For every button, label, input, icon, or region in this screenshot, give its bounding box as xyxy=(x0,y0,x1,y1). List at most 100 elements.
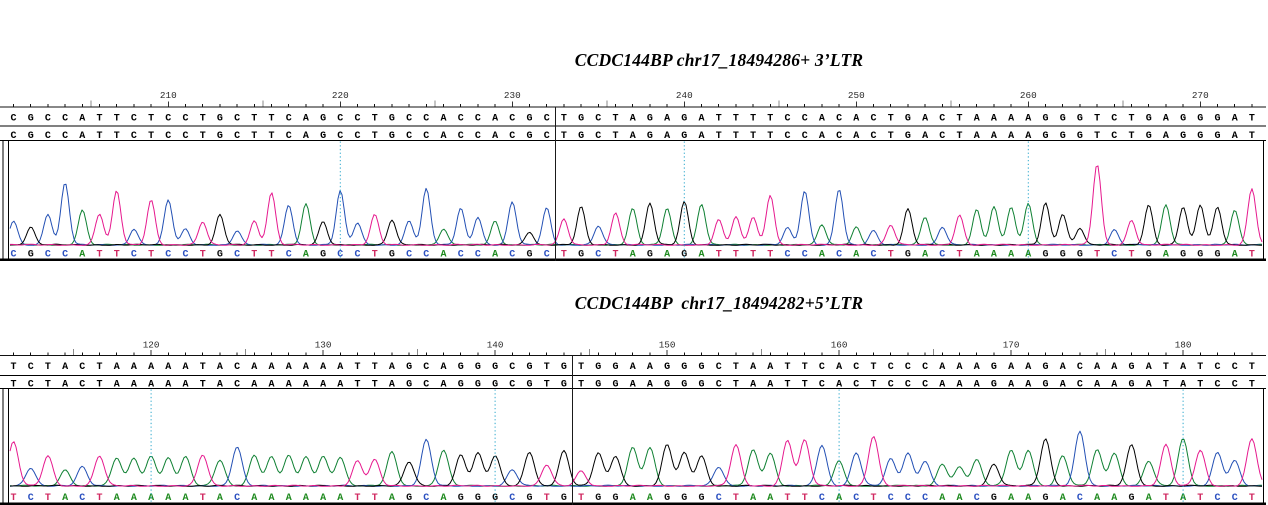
reference-base-letter: A xyxy=(251,362,257,373)
reference-base-letter: T xyxy=(578,362,584,373)
basecall-base-letter: A xyxy=(974,250,980,261)
reference-base-letter: G xyxy=(647,114,653,125)
reference-base-letter: A xyxy=(1232,114,1238,125)
basecall-base-letter: A xyxy=(767,493,773,504)
reference-base-letter: T xyxy=(870,362,876,373)
basecall-base-letter: C xyxy=(10,250,16,261)
read-base-letter: G xyxy=(526,131,532,142)
read-base-letter: A xyxy=(440,131,446,142)
basecall-base-letter: T xyxy=(1128,250,1134,261)
ruler-number: 250 xyxy=(848,90,865,101)
basecall-base-letter: A xyxy=(389,493,395,504)
read-base-letter: A xyxy=(79,131,85,142)
read-base-letter: C xyxy=(28,379,34,390)
read-base-letter: T xyxy=(1163,379,1169,390)
read-base-letter: G xyxy=(475,379,481,390)
reference-base-letter: A xyxy=(131,362,137,373)
basecall-base-letter: C xyxy=(595,250,601,261)
reference-base-letter: A xyxy=(492,114,498,125)
read-base-letter: C xyxy=(819,379,825,390)
reference-base-letter: T xyxy=(96,362,102,373)
basecall-base-letter: A xyxy=(217,493,223,504)
basecall-base-letter: C xyxy=(836,250,842,261)
reference-base-letter: A xyxy=(1180,362,1186,373)
reference-base-letter: G xyxy=(1042,362,1048,373)
trace-c xyxy=(9,183,1263,246)
reference-base-letter: A xyxy=(114,362,120,373)
basecall-base-letter: G xyxy=(561,493,567,504)
reference-base-letter: T xyxy=(268,114,274,125)
reference-base-letter: A xyxy=(664,114,670,125)
basecall-base-letter: T xyxy=(1094,250,1100,261)
read-base-letter: A xyxy=(389,379,395,390)
reference-base-letter: A xyxy=(922,114,928,125)
reference-base-letter: A xyxy=(440,114,446,125)
basecall-base-letter: G xyxy=(698,493,704,504)
basecall-base-letter: G xyxy=(991,493,997,504)
reference-base-letter: G xyxy=(458,362,464,373)
basecall-base-letter: G xyxy=(28,250,34,261)
read-base-letter: G xyxy=(28,131,34,142)
basecall-base-letter: T xyxy=(354,493,360,504)
reference-base-letter: C xyxy=(423,114,429,125)
basecall-base-letter: A xyxy=(320,493,326,504)
reference-base-letter: C xyxy=(853,362,859,373)
panel-title-5ltr: CCDC144BP chr17_18494282+5’LTR xyxy=(574,293,864,313)
basecall-base-letter: A xyxy=(956,493,962,504)
reference-base-letter: A xyxy=(303,362,309,373)
basecall-base-letter: C xyxy=(234,250,240,261)
read-base-letter: A xyxy=(131,379,137,390)
basecall-base-letter: T xyxy=(802,493,808,504)
basecall-base-letter: A xyxy=(1008,493,1014,504)
reference-base-letter: C xyxy=(182,114,188,125)
reference-base-letter: T xyxy=(733,362,739,373)
reference-base-letter: A xyxy=(974,114,980,125)
reference-base-letter: C xyxy=(836,114,842,125)
reference-base-letter: A xyxy=(1094,362,1100,373)
read-base-letter: A xyxy=(767,379,773,390)
basecall-base-letter: G xyxy=(217,250,223,261)
read-base-letter: A xyxy=(1163,131,1169,142)
read-base-letter: G xyxy=(1180,131,1186,142)
read-base-letter: G xyxy=(664,379,670,390)
basecall-base-letter: C xyxy=(509,250,515,261)
read-base-letter: C xyxy=(475,131,481,142)
reference-base-letter: G xyxy=(1197,114,1203,125)
basecall-base-letter: G xyxy=(406,493,412,504)
read-base-letter: T xyxy=(200,131,206,142)
reference-base-letter: G xyxy=(1042,114,1048,125)
reference-base-letter: C xyxy=(28,362,34,373)
reference-base-letter: A xyxy=(148,362,154,373)
basecall-base-letter: A xyxy=(337,493,343,504)
reference-base-letter: T xyxy=(802,362,808,373)
read-base-letter: C xyxy=(939,131,945,142)
reference-base-letter: C xyxy=(905,362,911,373)
basecall-base-letter: T xyxy=(561,250,567,261)
read-base-letter: C xyxy=(905,379,911,390)
read-base-letter: A xyxy=(320,379,326,390)
reference-base-letter: T xyxy=(956,114,962,125)
reference-base-letter: C xyxy=(234,362,240,373)
read-base-letter: A xyxy=(337,379,343,390)
read-base-letter: C xyxy=(79,379,85,390)
read-base-letter: A xyxy=(62,379,68,390)
basecall-base-letter: G xyxy=(681,493,687,504)
reference-base-letter: G xyxy=(526,114,532,125)
read-base-letter: T xyxy=(96,379,102,390)
reference-base-letter: G xyxy=(664,362,670,373)
ruler-number: 150 xyxy=(659,340,676,351)
reference-base-letter: C xyxy=(10,114,16,125)
basecall-base-letter: G xyxy=(664,493,670,504)
read-base-letter: G xyxy=(320,131,326,142)
ruler-number: 240 xyxy=(676,90,693,101)
read-base-letter: G xyxy=(1060,131,1066,142)
read-base-letter: A xyxy=(182,379,188,390)
read-base-letter: G xyxy=(406,379,412,390)
basecall-base-letter: C xyxy=(182,250,188,261)
reference-base-letter: T xyxy=(10,362,16,373)
basecall-base-letter: A xyxy=(440,493,446,504)
basecall-base-letter: T xyxy=(251,250,257,261)
read-base-letter: A xyxy=(664,131,670,142)
read-base-letter: C xyxy=(234,131,240,142)
reference-base-letter: G xyxy=(1146,114,1152,125)
